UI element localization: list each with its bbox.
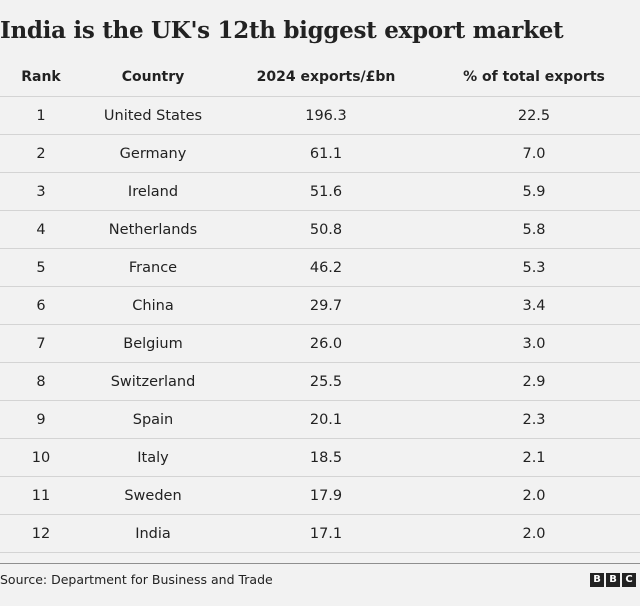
country-cell: Italy <box>82 438 224 477</box>
country-cell: Spain <box>82 400 224 439</box>
percent-cell: 5.9 <box>428 172 640 211</box>
footer-divider <box>0 563 640 564</box>
exports-cell: 17.9 <box>224 476 428 515</box>
rank-cell: 3 <box>0 172 82 211</box>
country-cell: China <box>82 286 224 325</box>
exports-cell: 61.1 <box>224 134 428 173</box>
exports-cell: 18.5 <box>224 438 428 477</box>
rank-cell: 2 <box>0 134 82 173</box>
column-header-percent: % of total exports <box>428 57 640 97</box>
percent-cell: 5.8 <box>428 210 640 249</box>
rank-cell: 7 <box>0 324 82 363</box>
rank-cell: 4 <box>0 210 82 249</box>
table-row: 6 China 29.7 3.4 <box>0 286 640 325</box>
table-row: 9 Spain 20.1 2.3 <box>0 400 640 439</box>
exports-table: Rank Country 2024 exports/£bn % of total… <box>0 57 640 553</box>
table-row: 8 Switzerland 25.5 2.9 <box>0 362 640 401</box>
exports-cell: 46.2 <box>224 248 428 287</box>
rank-cell: 1 <box>0 96 82 135</box>
country-cell: Netherlands <box>82 210 224 249</box>
exports-cell: 51.6 <box>224 172 428 211</box>
exports-cell: 20.1 <box>224 400 428 439</box>
exports-cell: 25.5 <box>224 362 428 401</box>
source-note: Source: Department for Business and Trad… <box>0 572 273 587</box>
percent-cell: 2.0 <box>428 514 640 553</box>
rank-cell: 10 <box>0 438 82 477</box>
percent-cell: 2.0 <box>428 476 640 515</box>
rank-cell: 8 <box>0 362 82 401</box>
exports-cell: 50.8 <box>224 210 428 249</box>
column-header-country: Country <box>82 57 224 97</box>
percent-cell: 22.5 <box>428 96 640 135</box>
exports-cell: 26.0 <box>224 324 428 363</box>
rank-cell: 6 <box>0 286 82 325</box>
rank-cell: 9 <box>0 400 82 439</box>
country-cell: France <box>82 248 224 287</box>
logo-letter-b1: B <box>590 573 604 587</box>
table-row: 5 France 46.2 5.3 <box>0 248 640 287</box>
percent-cell: 3.0 <box>428 324 640 363</box>
table-row: 4 Netherlands 50.8 5.8 <box>0 210 640 249</box>
exports-cell: 196.3 <box>224 96 428 135</box>
bbc-logo: B B C <box>590 573 636 587</box>
percent-cell: 2.3 <box>428 400 640 439</box>
chart-title: India is the UK's 12th biggest export ma… <box>0 17 564 44</box>
country-cell: Belgium <box>82 324 224 363</box>
column-header-rank: Rank <box>0 57 82 97</box>
percent-cell: 2.9 <box>428 362 640 401</box>
table-row: 12 India 17.1 2.0 <box>0 514 640 553</box>
country-cell: Sweden <box>82 476 224 515</box>
percent-cell: 3.4 <box>428 286 640 325</box>
rank-cell: 11 <box>0 476 82 515</box>
table-row: 3 Ireland 51.6 5.9 <box>0 172 640 211</box>
rank-cell: 5 <box>0 248 82 287</box>
percent-cell: 5.3 <box>428 248 640 287</box>
table-row: 7 Belgium 26.0 3.0 <box>0 324 640 363</box>
exports-cell: 17.1 <box>224 514 428 553</box>
country-cell: Ireland <box>82 172 224 211</box>
table-row: 1 United States 196.3 22.5 <box>0 96 640 135</box>
country-cell: Germany <box>82 134 224 173</box>
rank-cell: 12 <box>0 514 82 553</box>
logo-letter-c: C <box>622 573 636 587</box>
table-row: 2 Germany 61.1 7.0 <box>0 134 640 173</box>
table-row: 11 Sweden 17.9 2.0 <box>0 476 640 515</box>
country-cell: Switzerland <box>82 362 224 401</box>
percent-cell: 7.0 <box>428 134 640 173</box>
exports-cell: 29.7 <box>224 286 428 325</box>
country-cell: India <box>82 514 224 553</box>
column-header-exports: 2024 exports/£bn <box>224 57 428 97</box>
table-body: 1 United States 196.3 22.5 2 Germany 61.1 7.0 3 I… <box>0 96 640 553</box>
logo-letter-b2: B <box>606 573 620 587</box>
percent-cell: 2.1 <box>428 438 640 477</box>
country-cell: United States <box>82 96 224 135</box>
table-row: 10 Italy 18.5 2.1 <box>0 438 640 477</box>
table-header-row: Rank Country 2024 exports/£bn % of total… <box>0 57 640 97</box>
